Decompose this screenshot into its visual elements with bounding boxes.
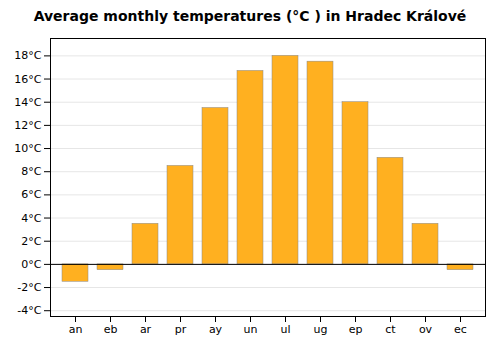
svg-text:ug: ug xyxy=(314,323,328,336)
svg-text:ct: ct xyxy=(385,323,396,336)
svg-text:2°C: 2°C xyxy=(21,235,41,248)
svg-text:an: an xyxy=(69,323,83,336)
svg-text:10°C: 10°C xyxy=(14,142,41,155)
svg-text:ec: ec xyxy=(454,323,467,336)
svg-text:un: un xyxy=(244,323,258,336)
svg-text:16°C: 16°C xyxy=(14,73,41,86)
svg-text:ar: ar xyxy=(140,323,152,336)
svg-text:ay: ay xyxy=(209,323,223,336)
svg-text:ep: ep xyxy=(349,323,363,336)
svg-text:pr: pr xyxy=(175,323,187,336)
svg-text:12°C: 12°C xyxy=(14,119,41,132)
svg-text:0°C: 0°C xyxy=(21,258,41,271)
html-text:Average monthly temperatures (: Average monthly temperatures (°C ) in Hr… xyxy=(33,8,467,24)
svg-text:6°C: 6°C xyxy=(21,188,41,201)
svg-text:18°C: 18°C xyxy=(14,49,41,62)
svg-text:8°C: 8°C xyxy=(21,165,41,178)
svg-text:-4°C: -4°C xyxy=(17,304,41,317)
svg-text:4°C: 4°C xyxy=(21,212,41,225)
svg-text:-2°C: -2°C xyxy=(17,281,41,294)
svg-text:eb: eb xyxy=(104,323,118,336)
svg-text:ul: ul xyxy=(280,323,290,336)
svg-text:ov: ov xyxy=(419,323,433,336)
svg-text:14°C: 14°C xyxy=(14,96,41,109)
